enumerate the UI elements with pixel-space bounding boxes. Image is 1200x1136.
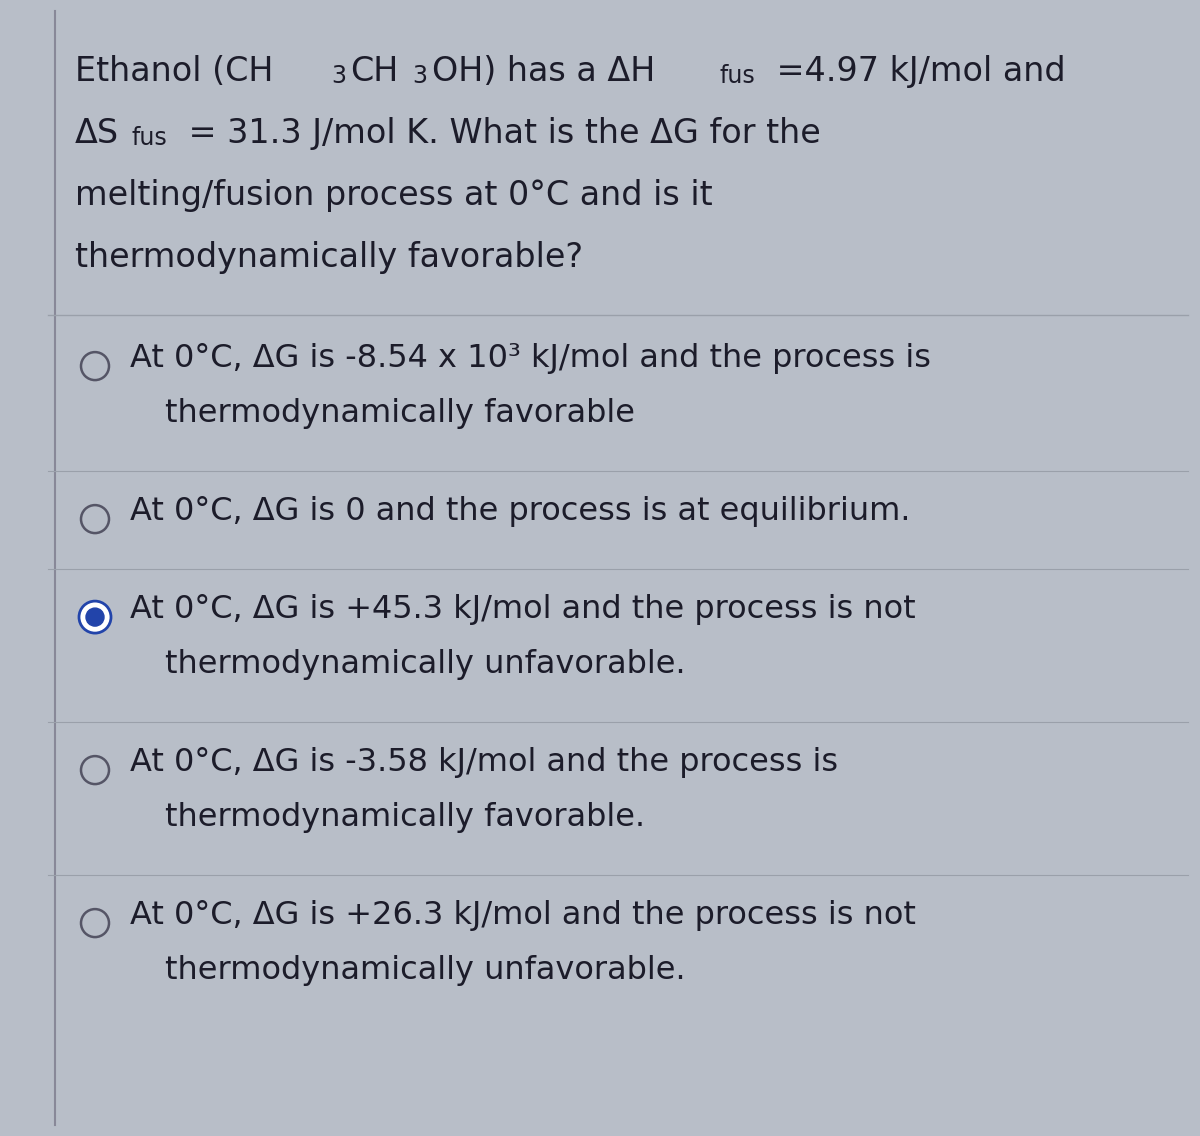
Text: OH) has a ΔH: OH) has a ΔH bbox=[432, 55, 655, 87]
Text: At 0°C, ΔG is +26.3 kJ/mol and the process is not: At 0°C, ΔG is +26.3 kJ/mol and the proce… bbox=[130, 900, 916, 932]
Text: thermodynamically favorable.: thermodynamically favorable. bbox=[166, 802, 646, 833]
Text: fus: fus bbox=[720, 64, 756, 89]
Text: thermodynamically unfavorable.: thermodynamically unfavorable. bbox=[166, 955, 685, 986]
Text: ΔS: ΔS bbox=[74, 117, 119, 150]
Text: =4.97 kJ/mol and: =4.97 kJ/mol and bbox=[766, 55, 1066, 87]
Text: thermodynamically unfavorable.: thermodynamically unfavorable. bbox=[166, 649, 685, 680]
Text: thermodynamically favorable?: thermodynamically favorable? bbox=[74, 241, 583, 274]
Text: Ethanol (CH: Ethanol (CH bbox=[74, 55, 274, 87]
Circle shape bbox=[86, 608, 104, 626]
Text: At 0°C, ΔG is -8.54 x 10³ kJ/mol and the process is: At 0°C, ΔG is -8.54 x 10³ kJ/mol and the… bbox=[130, 343, 931, 374]
Text: 3: 3 bbox=[413, 64, 427, 89]
Text: CH: CH bbox=[350, 55, 398, 87]
Text: thermodynamically favorable: thermodynamically favorable bbox=[166, 398, 635, 429]
Text: At 0°C, ΔG is -3.58 kJ/mol and the process is: At 0°C, ΔG is -3.58 kJ/mol and the proce… bbox=[130, 747, 838, 778]
Text: = 31.3 J/mol K. What is the ΔG for the: = 31.3 J/mol K. What is the ΔG for the bbox=[178, 117, 821, 150]
Text: melting/fusion process at 0°C and is it: melting/fusion process at 0°C and is it bbox=[74, 179, 713, 212]
Circle shape bbox=[79, 601, 112, 633]
Text: 3: 3 bbox=[331, 64, 346, 89]
Text: At 0°C, ΔG is +45.3 kJ/mol and the process is not: At 0°C, ΔG is +45.3 kJ/mol and the proce… bbox=[130, 594, 916, 625]
Text: fus: fus bbox=[132, 126, 168, 150]
Text: At 0°C, ΔG is 0 and the process is at equilibrium.: At 0°C, ΔG is 0 and the process is at eq… bbox=[130, 496, 911, 527]
